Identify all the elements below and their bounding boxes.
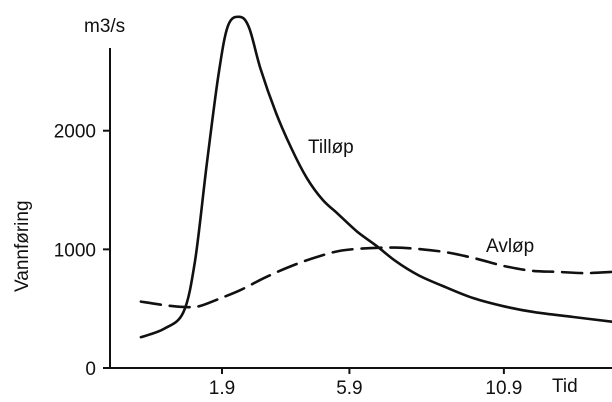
x-tick-label-1: 5.9 (336, 378, 362, 399)
series-label-tillop: Tilløp (308, 137, 354, 158)
x-axis-title: Tid (552, 376, 578, 397)
series-line-tillop (139, 15, 612, 339)
series-line-avlop (139, 246, 612, 309)
y-tick-label-2: 2000 (54, 122, 96, 143)
x-tick-label-0: 1.9 (209, 378, 235, 399)
y-ticks: 0 1000 2000 (54, 122, 110, 380)
series-layer (139, 15, 612, 339)
y-axis-title: Vannføring (12, 200, 33, 292)
y-tick-label-0: 0 (85, 359, 96, 380)
x-axis: 1.9 5.9 10.9 (110, 367, 612, 399)
series-label-avlop: Avløp (486, 236, 534, 257)
y-axis-unit: m3/s (84, 16, 125, 37)
x-tick-label-2: 10.9 (485, 378, 522, 399)
y-tick-label-1: 1000 (54, 240, 96, 261)
y-axis: 0 1000 2000 (54, 48, 111, 380)
x-ticks: 1.9 5.9 10.9 (209, 368, 522, 399)
